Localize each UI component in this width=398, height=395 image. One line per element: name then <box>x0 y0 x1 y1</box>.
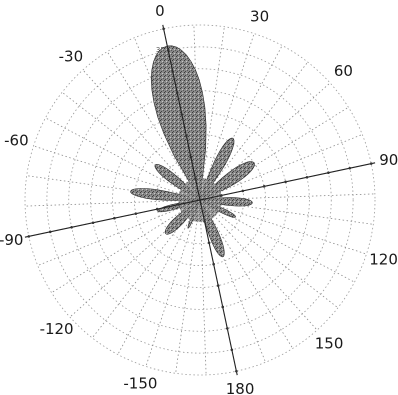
main-axes <box>24 24 376 376</box>
radiation-lobes <box>130 45 255 258</box>
axis-tick-dot <box>220 194 223 197</box>
axis-tick-dot <box>177 203 180 206</box>
grid-spoke <box>106 51 201 201</box>
axis-tick-dot <box>327 171 330 175</box>
angle-tick-label: 60 <box>334 62 353 80</box>
grid-ring <box>112 112 288 288</box>
grid-spoke <box>199 199 294 349</box>
grid-spoke <box>51 199 201 294</box>
angle-tick-label: 180 <box>226 380 255 395</box>
axis-tick-dot <box>171 70 175 73</box>
axis-tick-dot <box>134 212 138 215</box>
axis-tick-dot <box>348 166 352 170</box>
axis-tick-dot <box>284 180 287 184</box>
axis-tick-dot <box>189 155 193 159</box>
grid-spoke <box>199 199 318 331</box>
axis-tick-dot <box>194 177 197 180</box>
axis-tick-dot <box>70 225 73 229</box>
grid-spoke <box>25 199 201 207</box>
axis-tick-dot <box>162 27 165 31</box>
main-axis-line <box>24 162 376 238</box>
axis-tick-dot <box>113 216 116 220</box>
axis-tick-dot <box>48 230 52 234</box>
axis-tick-dot <box>262 185 266 188</box>
angle-tick-label: -150 <box>123 375 157 393</box>
axis-tick-dot <box>180 113 184 116</box>
axis-tick-dot <box>27 235 31 238</box>
grid-spoke <box>37 199 201 266</box>
grid-spoke <box>82 69 201 201</box>
grid-ring <box>46 46 354 354</box>
angle-tick-label: 150 <box>315 334 344 352</box>
angle-tick-label: -90 <box>0 231 23 249</box>
axis-tick-dot <box>212 262 215 266</box>
angle-tick-label: -30 <box>59 48 84 66</box>
grid-spoke <box>175 199 201 374</box>
grid-ring <box>90 90 310 310</box>
grid-ring <box>68 68 332 332</box>
grid-spoke <box>145 199 201 367</box>
grid-spoke <box>199 26 225 201</box>
axis-tick-dot <box>230 348 234 352</box>
angle-tick-label: 0 <box>155 2 165 20</box>
grid-spoke <box>45 117 201 201</box>
axis-tick-dot <box>221 305 225 309</box>
axis-tick-dot <box>185 134 188 138</box>
axis-tick-dot <box>305 175 309 179</box>
axis-tick-dot <box>216 284 220 287</box>
grid-spoke <box>199 199 367 255</box>
axis-tick-dot <box>235 369 238 373</box>
axis-tick-dot <box>155 207 159 211</box>
axis-tick-dot <box>203 220 206 223</box>
grid-spoke <box>199 33 255 201</box>
angle-tick-label: 120 <box>369 251 398 269</box>
grid-spoke <box>199 134 363 201</box>
axis-tick-dot <box>91 221 95 225</box>
axis-tick-dot <box>166 48 170 52</box>
axis-tick-dot <box>225 327 229 330</box>
axis-tick-dot <box>207 241 211 245</box>
angle-tick-label: 30 <box>250 7 269 25</box>
angle-tick-label: -60 <box>4 131 29 149</box>
grid-spoke <box>199 61 309 201</box>
grid-ring <box>24 24 376 376</box>
grid-spoke <box>199 199 207 375</box>
grid-spoke <box>117 199 201 355</box>
axis-tick-dot <box>175 91 179 95</box>
angle-tick-label: 90 <box>379 151 398 169</box>
grid-spoke <box>33 145 201 201</box>
grid-spoke <box>199 199 339 309</box>
axis-tick-dot <box>369 162 373 165</box>
angle-tick-label: -120 <box>40 320 74 338</box>
axis-tick-dot <box>241 189 245 193</box>
